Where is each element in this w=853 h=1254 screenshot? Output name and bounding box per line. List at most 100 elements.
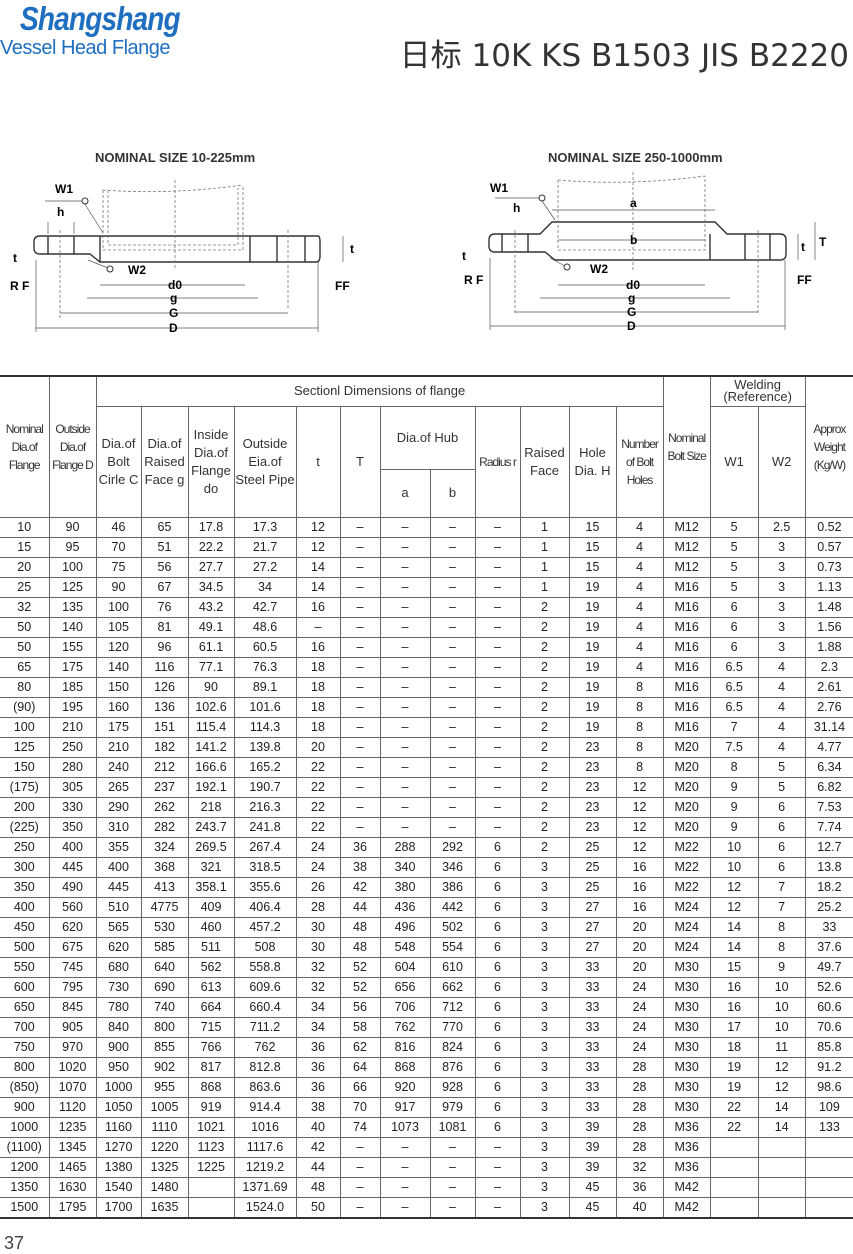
diagram-title: NOMINAL SIZE 250-1000mm: [548, 150, 723, 165]
table-cell: 508: [233, 936, 297, 958]
table-row: 10 90 46 65 17.8 17.3 12– – – –1 15 4 M12 5 2.5 0.52: [0, 516, 853, 538]
table-cell: 77.1: [187, 656, 235, 678]
table-cell: 613: [187, 976, 235, 998]
table-row: 100 210 175 151 115.4 114.3 18– – – –2 19 8 M16 7 4 31.…: [0, 716, 853, 738]
table-cell: M42: [662, 1176, 711, 1198]
table-cell: 12: [709, 896, 759, 918]
table-cell: 3: [757, 636, 806, 658]
table-cell: 8: [709, 756, 759, 778]
label-w1: W1: [490, 181, 508, 195]
table-cell: 6: [709, 616, 759, 638]
table-cell: 1081: [429, 1116, 476, 1138]
table-cell: M24: [662, 936, 711, 958]
table-cell: 868: [379, 1056, 431, 1078]
label-t: t: [13, 251, 17, 265]
table-cell: 34: [295, 1016, 341, 1038]
table-cell: 33: [568, 1056, 617, 1078]
table-cell: 2: [519, 736, 570, 758]
table-cell: –: [339, 516, 381, 538]
table-cell: 3: [519, 956, 570, 978]
table-cell: 620: [48, 916, 97, 938]
table-cell: 950: [95, 1056, 142, 1078]
table-cell: 6: [474, 1036, 521, 1058]
table-cell: 812.8: [233, 1056, 297, 1078]
table-cell: –: [339, 816, 381, 838]
table-cell: 8: [615, 696, 664, 718]
table-cell: 6: [474, 1116, 521, 1138]
table-cell: 116: [140, 656, 189, 678]
table-cell: 690: [140, 976, 189, 998]
table-cell: 3: [757, 536, 806, 558]
table-cell: –: [339, 736, 381, 758]
table-cell: 165.2: [233, 756, 297, 778]
table-cell: 0.57: [804, 536, 853, 558]
header-radius: Radius r: [474, 405, 521, 518]
table-cell: 548: [379, 936, 431, 958]
table-cell: 445: [48, 856, 97, 878]
table-cell: 24: [615, 996, 664, 1018]
table-cell: 45: [568, 1176, 617, 1198]
table-cell: 216.3: [233, 796, 297, 818]
table-cell: 445: [95, 876, 142, 898]
table-cell: 560: [48, 896, 97, 918]
table-cell: 6: [474, 916, 521, 938]
table-cell: –: [474, 736, 521, 758]
table-cell: 380: [379, 876, 431, 898]
table-cell: –: [379, 1196, 431, 1218]
table-cell: 28: [615, 1096, 664, 1118]
table-cell: 1540: [95, 1176, 142, 1198]
table-cell: 100: [95, 596, 142, 618]
table-cell: 12: [757, 1056, 806, 1078]
table-cell: 3: [519, 1016, 570, 1038]
table-cell: –: [379, 516, 431, 538]
table-cell: 900: [95, 1036, 142, 1058]
table-cell: 24: [615, 976, 664, 998]
table-cell: 175: [95, 716, 142, 738]
table-cell: 6: [474, 1056, 521, 1078]
header-steel-pipe: Outside Eia.of Steel Pipe: [233, 405, 297, 518]
table-cell: 44: [295, 1156, 341, 1178]
table-cell: 192.1: [187, 776, 235, 798]
table-row: 1000 1235 1160 1110 1021 1016 40 74 1073 1081 6 3 39…: [0, 1116, 853, 1138]
table-cell: 355: [95, 836, 142, 858]
table-cell: 139.8: [233, 736, 297, 758]
table-cell: 90: [187, 676, 235, 698]
table-cell: 2: [519, 596, 570, 618]
table-cell: 1345: [48, 1136, 97, 1158]
table-cell: 292: [429, 836, 476, 858]
table-cell: 496: [379, 916, 431, 938]
table-cell: 210: [48, 716, 97, 738]
table-cell: M36: [662, 1156, 711, 1178]
table-cell: 12: [757, 1076, 806, 1098]
table-cell: 14: [709, 936, 759, 958]
table-cell: 1070: [48, 1076, 97, 1098]
table-cell: 0.73: [804, 556, 853, 578]
table-cell: 3: [519, 936, 570, 958]
table-cell: 876: [429, 1056, 476, 1078]
table-cell: –: [379, 736, 431, 758]
header-bolt-holes: Number of Bolt Holes: [615, 405, 664, 518]
table-cell: 240: [95, 756, 142, 778]
table-cell: 4: [757, 696, 806, 718]
table-cell: (1100): [0, 1136, 50, 1158]
table-cell: 7.74: [804, 816, 853, 838]
table-cell: 10: [709, 856, 759, 878]
table-cell: –: [429, 616, 476, 638]
table-cell: M24: [662, 896, 711, 918]
table-cell: 565: [95, 916, 142, 938]
table-cell: –: [429, 536, 476, 558]
table-cell: 90: [48, 516, 97, 538]
brand-subtitle: Vessel Head Flange: [0, 37, 171, 59]
document-title: 日标 10K KS B1503 JIS B2220: [399, 38, 849, 74]
table-cell: 1000: [95, 1076, 142, 1098]
table-cell: 2: [519, 616, 570, 638]
header-w2: W2: [757, 405, 806, 518]
table-cell: 39: [568, 1116, 617, 1138]
table-cell: 58: [339, 1016, 381, 1038]
table-cell: 6.5: [709, 676, 759, 698]
table-cell: 14: [295, 576, 341, 598]
table-row: 350 490 445 413 358.1 355.6 26 42 380 386 6 3 25 16 M2…: [0, 876, 853, 898]
table-cell: –: [379, 1176, 431, 1198]
table-cell: M24: [662, 916, 711, 938]
table-cell: 125: [48, 576, 97, 598]
